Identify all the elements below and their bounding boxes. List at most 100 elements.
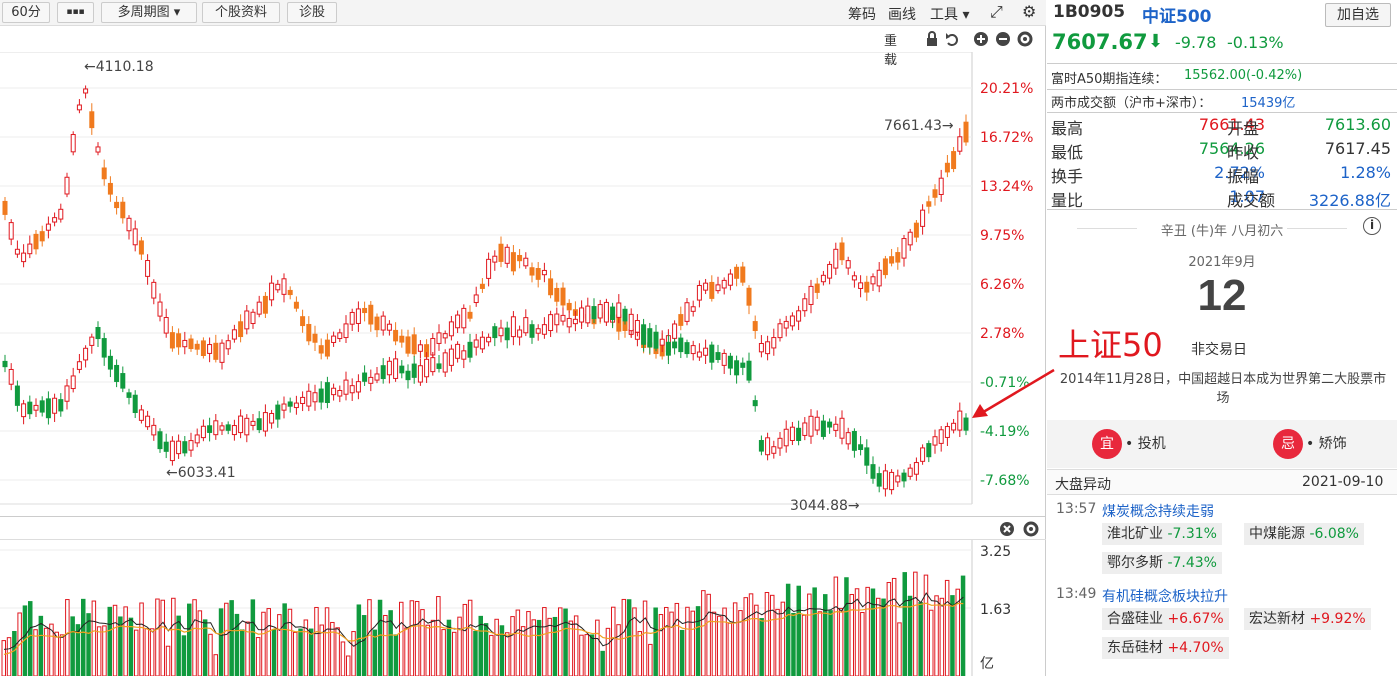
overlay-arrow-icon xyxy=(972,368,1055,418)
last-price: 7607.67 xyxy=(1052,30,1148,54)
zoom-out-icon[interactable] xyxy=(996,32,1010,46)
volume-bar xyxy=(383,614,388,676)
candle-body xyxy=(393,358,399,379)
candle-body xyxy=(678,314,684,326)
vol-tick-mid: 1.63 xyxy=(980,602,1011,618)
chart-settings-icon[interactable] xyxy=(1017,31,1033,47)
volume-bar xyxy=(828,610,833,676)
candle-body xyxy=(52,217,58,223)
candle-body xyxy=(727,273,733,286)
candle-body xyxy=(114,364,120,382)
candle-body xyxy=(8,222,14,240)
volume-bar xyxy=(764,591,770,676)
candle-body xyxy=(45,398,51,419)
candle-body xyxy=(145,415,151,428)
chart-top-toolbar: 60分 ▪▪▪ 多周期图 ▾ 个股资料 诊股 筹码 画线 工具 ▾ ⤢ ⚙ » xyxy=(0,0,1046,26)
diagnose-button[interactable]: 诊股 xyxy=(287,2,337,23)
volume-bar xyxy=(356,604,362,676)
a50-label: 富时A50期指连续： xyxy=(1051,72,1168,87)
volume-chart[interactable]: 3.25 1.63 亿 xyxy=(0,540,1040,676)
candle-body xyxy=(932,189,938,198)
overlay-reload-link[interactable]: 重载 xyxy=(884,34,898,68)
volume-bar xyxy=(160,599,165,676)
open-value: 7613.60 xyxy=(1324,115,1391,134)
undo-icon[interactable] xyxy=(946,33,958,46)
news-stock[interactable]: 淮北矿业 -7.31% xyxy=(1102,523,1222,545)
candle-body xyxy=(771,446,777,454)
candle-body xyxy=(882,470,888,490)
news-stock[interactable]: 鄂尔多斯 -7.43% xyxy=(1102,552,1222,574)
candle-body xyxy=(337,390,343,397)
candle-body xyxy=(430,357,436,373)
news-stock[interactable]: 宏达新材 +9.92% xyxy=(1244,608,1371,630)
settings-icon[interactable]: ⚙ xyxy=(1022,2,1037,21)
news-stock[interactable]: 东岳硅材 +4.70% xyxy=(1102,637,1229,659)
draw-link[interactable]: 画线 xyxy=(888,7,916,23)
candle-body xyxy=(194,434,200,444)
volume-bar xyxy=(595,619,600,676)
news-headline[interactable]: 煤炭概念持续走弱 xyxy=(1102,504,1214,520)
candle-body xyxy=(870,276,876,285)
candle-body xyxy=(845,432,851,445)
volume-bar xyxy=(849,593,854,676)
candle-body xyxy=(262,412,268,432)
close-icon[interactable] xyxy=(1000,522,1014,536)
multi-period-button[interactable]: 多周期图 ▾ xyxy=(101,2,197,23)
candle-body xyxy=(566,302,572,311)
add-watchlist-button[interactable]: 加自选 xyxy=(1325,3,1391,27)
volume-settings-icon[interactable] xyxy=(1023,521,1039,537)
candle-body xyxy=(368,376,374,384)
candle-body xyxy=(603,301,609,323)
candle-body xyxy=(932,436,938,446)
volume-bar xyxy=(346,655,351,676)
candle-body xyxy=(417,365,423,383)
fullscreen-icon[interactable]: ⤢ xyxy=(990,2,1003,21)
volume-bar xyxy=(701,590,706,676)
volume-bar xyxy=(494,618,499,676)
news-stock[interactable]: 合盛硅业 +6.67% xyxy=(1102,608,1229,630)
volume-bar xyxy=(717,615,722,676)
news-stock[interactable]: 中煤能源 -6.08% xyxy=(1244,523,1364,545)
chips-link[interactable]: 筹码 xyxy=(848,7,876,23)
candle-body xyxy=(566,317,572,328)
candle-body xyxy=(95,146,101,153)
info-icon[interactable]: i xyxy=(1363,217,1381,235)
lock-icon[interactable] xyxy=(927,31,937,46)
volume-bar xyxy=(531,619,536,676)
volume-bar xyxy=(255,637,261,676)
zoom-in-icon[interactable] xyxy=(974,32,988,46)
candle-body xyxy=(95,327,101,340)
news-headline[interactable]: 有机硅概念板块拉升 xyxy=(1102,589,1228,605)
candle-body xyxy=(442,333,448,339)
volume-bar xyxy=(775,608,780,676)
stock-info-button[interactable]: 个股资料 xyxy=(202,2,280,23)
volume-bar xyxy=(489,634,494,676)
period-button[interactable]: 60分 xyxy=(2,2,50,23)
open-label: 开盘 xyxy=(1227,119,1260,138)
volume-bar xyxy=(573,615,579,676)
candle-body xyxy=(938,429,944,444)
volume-bar xyxy=(102,625,107,676)
candle-body xyxy=(114,201,120,209)
pct-tick-label: -0.71% xyxy=(980,375,1030,391)
main-kline-chart[interactable]: 20.21% 16.72% 13.24% 9.75% 6.26% 2.78% -0.71% -… xyxy=(0,52,1040,510)
candle-body xyxy=(944,162,950,173)
candle-body xyxy=(920,447,926,462)
stock-name[interactable]: 中证500 xyxy=(1142,7,1212,27)
candle-body xyxy=(864,281,870,293)
volume-bar xyxy=(897,622,902,676)
volume-bar xyxy=(738,610,743,676)
candle-body xyxy=(64,385,70,402)
candle-body xyxy=(473,339,479,348)
volume-bar xyxy=(446,619,452,676)
candle-body xyxy=(21,252,27,263)
tools-link[interactable]: 工具 ▾ xyxy=(930,7,970,23)
more-button[interactable]: ▪▪▪ xyxy=(57,2,94,23)
candle-body xyxy=(827,263,833,279)
candle-body xyxy=(647,328,653,348)
candle-body xyxy=(405,370,411,381)
candle-body xyxy=(504,327,510,341)
candle-body xyxy=(672,341,678,349)
volume-bar xyxy=(314,606,319,676)
volume-bar xyxy=(838,607,844,676)
